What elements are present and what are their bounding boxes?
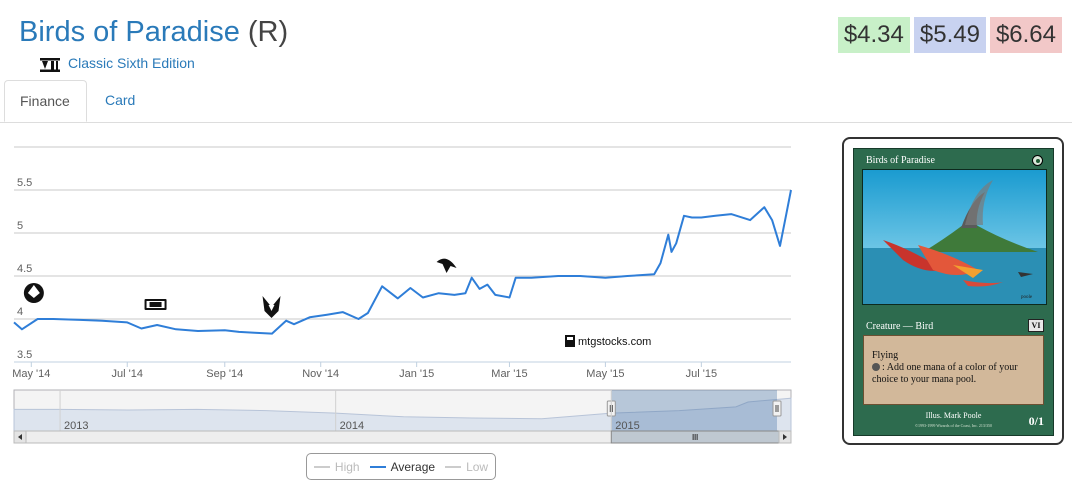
scroll-right-arrow-icon[interactable] bbox=[778, 430, 792, 444]
chart-grid bbox=[14, 146, 791, 363]
legend-low-label: Low bbox=[466, 459, 489, 474]
navigator-area bbox=[13, 397, 792, 432]
bird-illustration: poole bbox=[863, 170, 1046, 304]
rules-mana-text: : Add one mana of a color of your choice… bbox=[872, 362, 1018, 385]
rarity-label: (R) bbox=[247, 16, 289, 48]
price-chart: 3.5 4 4.5 5 5.5 May '14 Jul '14 Sep '14 Nov '14… bbox=[12, 146, 792, 444]
x-tick-label: Mar '15 bbox=[491, 368, 527, 380]
art-signature: poole bbox=[1021, 295, 1033, 300]
legend-high-swatch bbox=[313, 465, 330, 468]
chart-legend: High Average Low bbox=[306, 453, 496, 480]
y-tick-label: 5.5 bbox=[17, 177, 32, 189]
navigator-year-label: 2013 bbox=[64, 420, 88, 432]
green-mana-icon bbox=[1032, 155, 1043, 166]
navigator-scrollbar[interactable] bbox=[13, 430, 792, 444]
y-axis-labels: 3.5 4 4.5 5 5.5 bbox=[17, 177, 32, 361]
tab-card[interactable]: Card bbox=[105, 92, 136, 108]
average-price-line bbox=[13, 189, 792, 335]
y-tick-label: 3.5 bbox=[17, 349, 32, 361]
legend-average-swatch bbox=[369, 465, 386, 468]
price-average: $5.49 bbox=[913, 17, 986, 53]
legend-item-low[interactable]: Low bbox=[445, 460, 488, 474]
legend-item-average[interactable]: Average bbox=[369, 459, 436, 474]
navigator-year-label: 2015 bbox=[615, 420, 639, 432]
power-toughness: 0/1 bbox=[1028, 414, 1044, 428]
page-title: Birds of Paradise (R) bbox=[19, 14, 288, 50]
x-axis-labels: May '14 Jul '14 Sep '14 Nov '14 Jan '15 Mar '… bbox=[12, 362, 717, 380]
x-tick-label: Nov '14 bbox=[302, 368, 339, 380]
set-row: Classic Sixth Edition bbox=[40, 54, 195, 72]
set-symbol-icon: VI bbox=[1028, 319, 1044, 332]
price-low: $4.34 bbox=[837, 17, 910, 53]
set-release-markers bbox=[23, 258, 457, 318]
card-image: Birds of Paradise bbox=[853, 148, 1054, 436]
card-name-link[interactable]: Birds of Paradise bbox=[19, 16, 240, 48]
price-high: $6.64 bbox=[989, 17, 1062, 53]
card-image-frame: Birds of Paradise bbox=[842, 137, 1064, 445]
card-text-box: Flying : Add one mana of a color of your… bbox=[863, 335, 1044, 405]
rebel-set-icon[interactable] bbox=[23, 283, 44, 303]
tab-finance[interactable]: Finance bbox=[4, 80, 87, 122]
legend-high-label: High bbox=[334, 459, 360, 474]
navigator-year-label: 2014 bbox=[340, 420, 364, 432]
set-name-link[interactable]: Classic Sixth Edition bbox=[68, 55, 195, 71]
y-tick-label: 4.5 bbox=[17, 263, 32, 275]
rules-mana: : Add one mana of a color of your choice… bbox=[872, 362, 1037, 386]
classic-sixth-edition-set-icon bbox=[40, 58, 60, 72]
y-tick-label: 4 bbox=[17, 306, 23, 318]
rules-flying: Flying bbox=[872, 350, 899, 361]
illustrator-credit: Illus. Mark Poole bbox=[925, 411, 982, 420]
x-tick-label: May '14 bbox=[12, 368, 50, 380]
fate-reforged-set-icon[interactable] bbox=[436, 258, 457, 273]
range-navigator[interactable]: 2013 2014 2015 bbox=[13, 389, 792, 444]
x-tick-label: Jul '14 bbox=[112, 368, 143, 380]
copyright-line: ©1993-1999 Wizards of the Coast, Inc. 21… bbox=[914, 423, 992, 428]
tap-icon bbox=[872, 363, 880, 371]
x-tick-label: Jul '15 bbox=[686, 368, 717, 380]
legend-average-label: Average bbox=[390, 459, 436, 474]
x-tick-label: Sep '14 bbox=[206, 368, 243, 380]
x-tick-label: Jan '15 bbox=[399, 368, 434, 380]
card-art: poole bbox=[862, 169, 1047, 305]
y-tick-label: 5 bbox=[17, 220, 23, 232]
mtgstocks-watermark: mtgstocks.com bbox=[578, 336, 651, 348]
card-title: Birds of Paradise bbox=[866, 155, 935, 166]
card-type-line: Creature — Bird bbox=[866, 321, 934, 332]
m15-set-icon[interactable] bbox=[144, 299, 167, 310]
x-tick-label: May '15 bbox=[586, 368, 624, 380]
khans-set-icon[interactable] bbox=[262, 296, 281, 318]
average-series bbox=[13, 189, 792, 335]
navigator-right-handle[interactable] bbox=[772, 400, 782, 417]
price-badges: $4.34 $5.49 $6.64 bbox=[837, 17, 1062, 53]
navigator-selected-range[interactable] bbox=[611, 390, 777, 431]
scroll-left-arrow-icon[interactable] bbox=[13, 430, 27, 444]
tab-bar: Finance Card bbox=[0, 80, 1072, 123]
mtgstocks-watermark-icon bbox=[565, 335, 575, 347]
legend-item-high[interactable]: High bbox=[313, 459, 360, 474]
legend-low-swatch bbox=[445, 465, 462, 468]
